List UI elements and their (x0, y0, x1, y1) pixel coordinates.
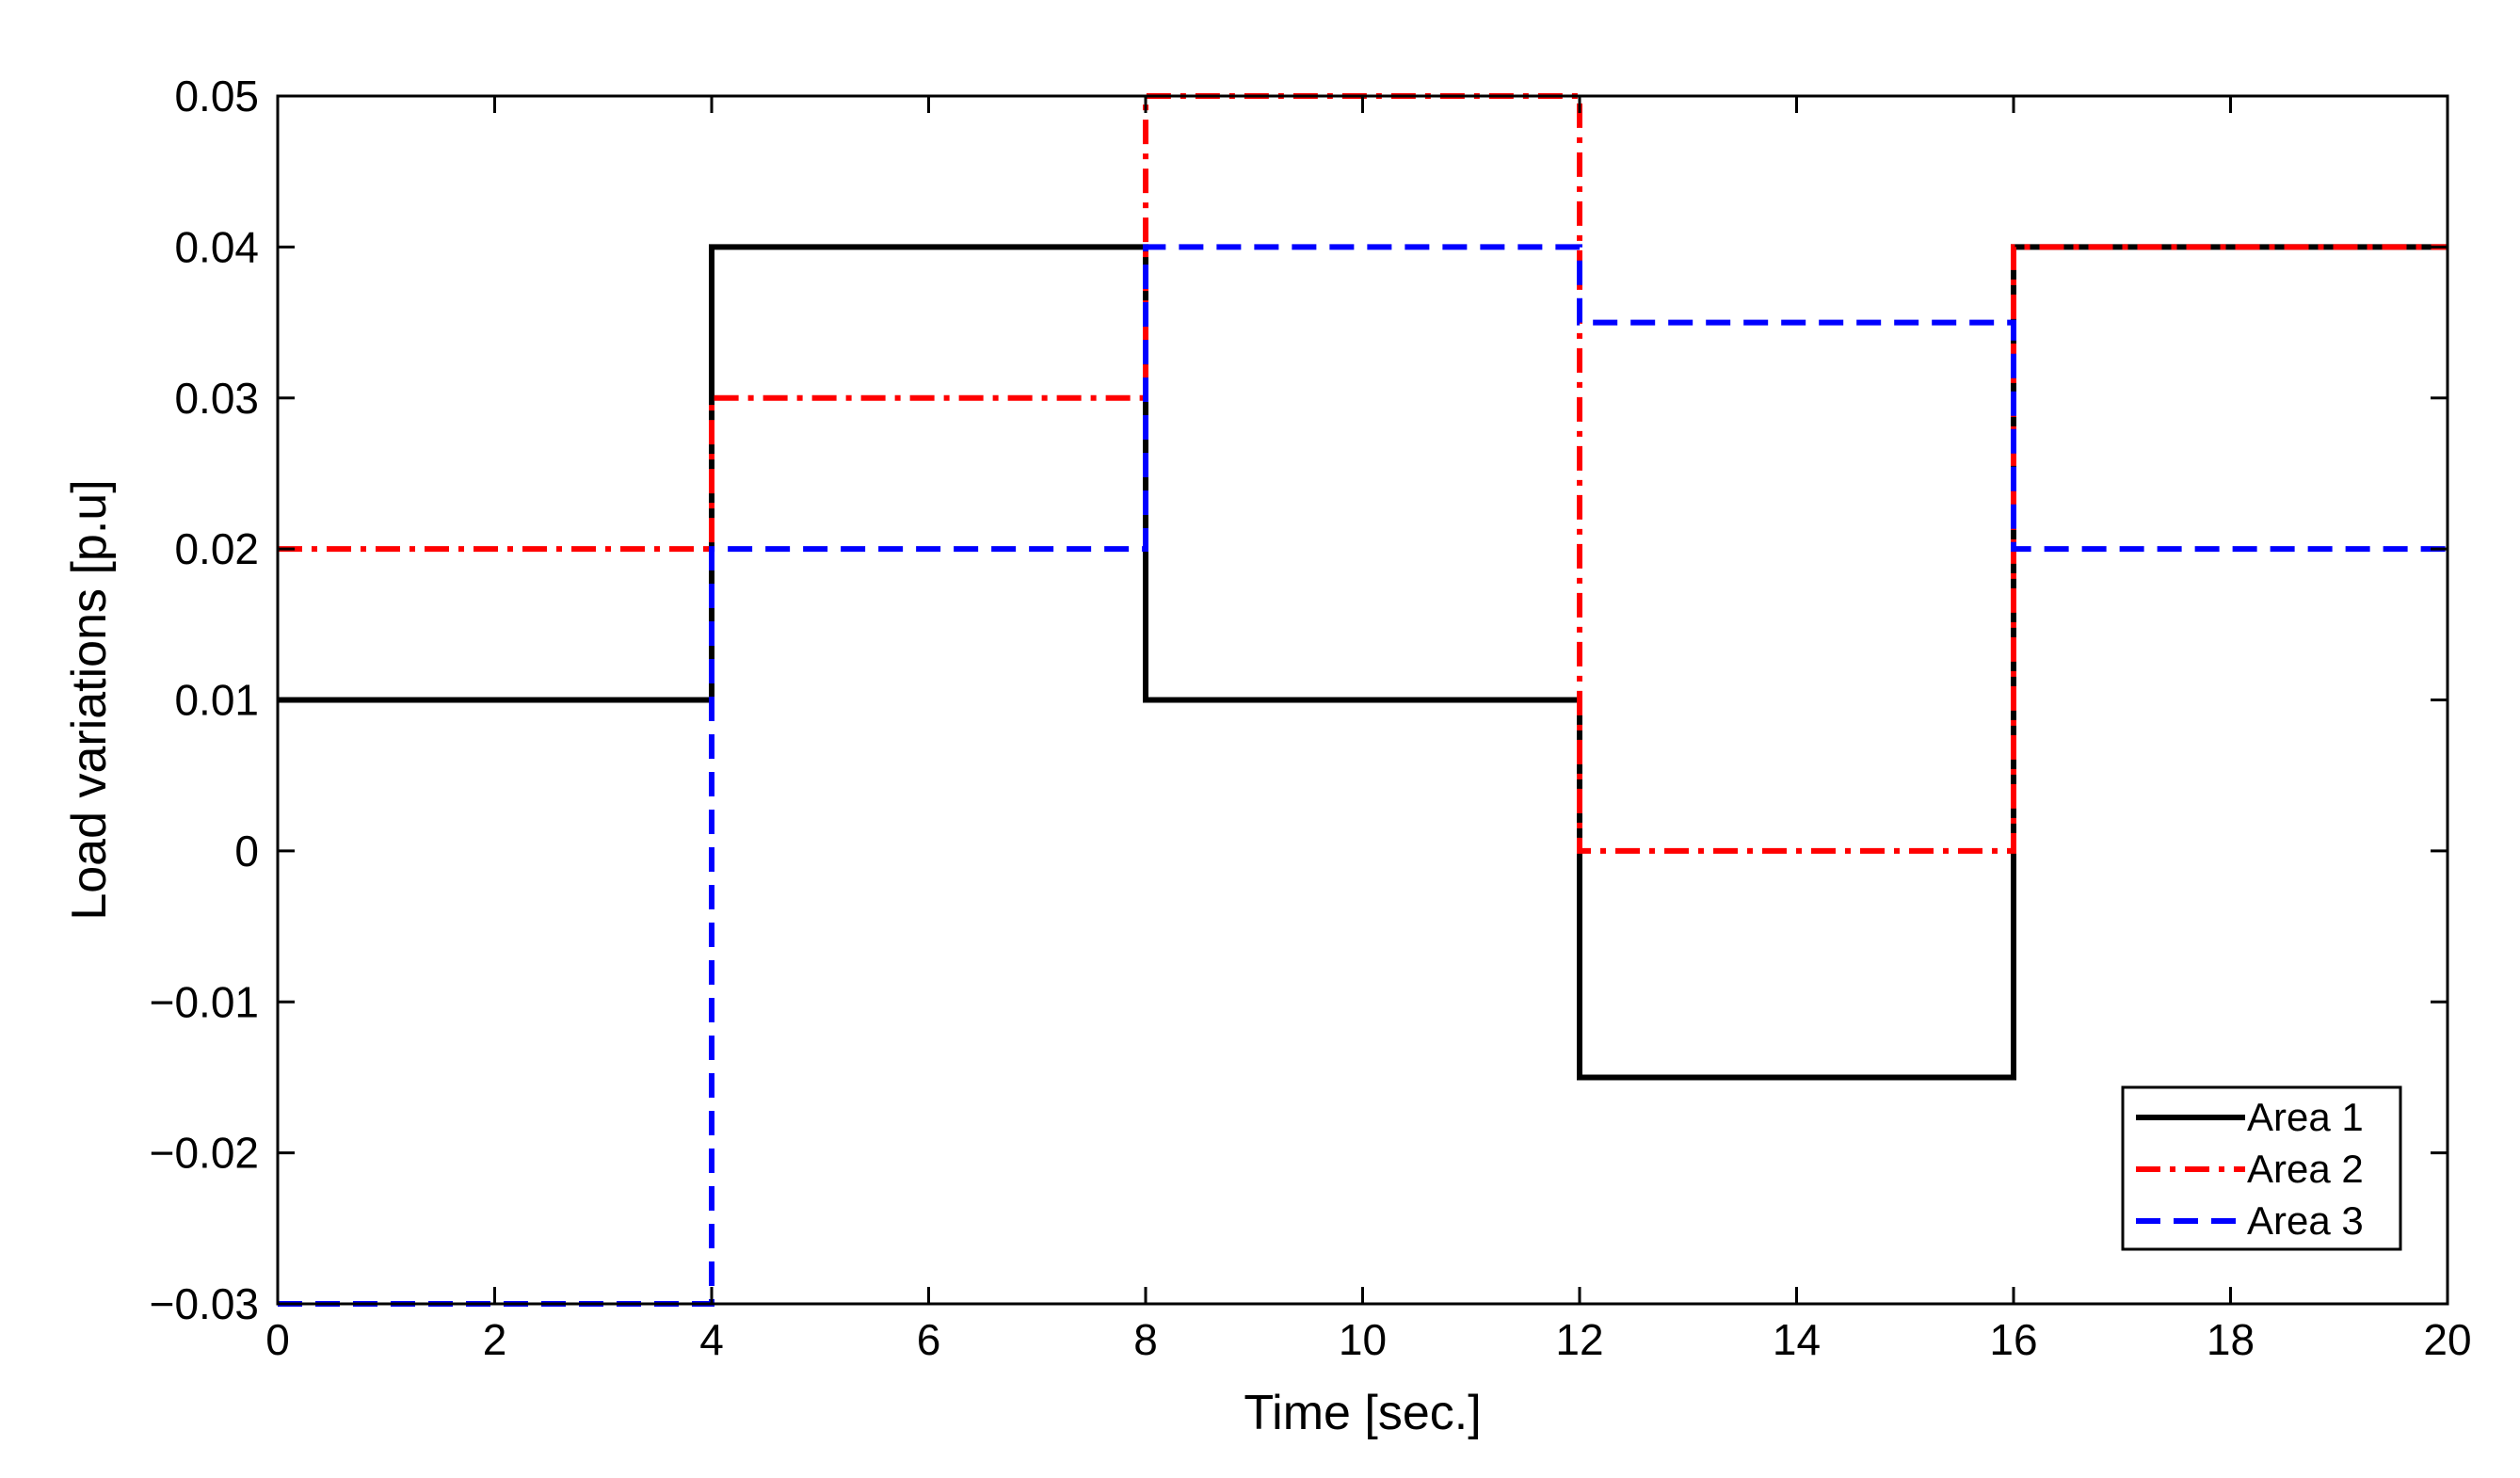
y-tick-label: −0.02 (150, 1129, 259, 1178)
y-tick-label: 0.01 (174, 676, 259, 725)
legend-label-area-3: Area 3 (2247, 1198, 2364, 1243)
ticks-layer (276, 94, 2449, 1306)
x-tick-label: 14 (1773, 1315, 1821, 1364)
y-tick-label: 0.03 (174, 374, 259, 423)
y-axis-title: Load variations [p.u] (62, 479, 117, 920)
y-tick-label: −0.01 (150, 977, 259, 1026)
legend-label-area-1: Area 1 (2247, 1095, 2364, 1139)
x-axis-title: Time [sec.] (1244, 1386, 1481, 1440)
series-line-area-3 (278, 244, 2448, 1307)
x-tick-label: 12 (1555, 1315, 1603, 1364)
legend: Area 1 Area 2 Area 3 (2121, 1085, 2402, 1251)
x-tick-label: 2 (483, 1315, 507, 1364)
y-tick-label: 0.02 (174, 524, 259, 573)
x-tick-label: 0 (265, 1315, 290, 1364)
legend-label-area-2: Area 2 (2247, 1147, 2364, 1191)
x-tick-label: 4 (699, 1315, 724, 1364)
tick-labels-layer: 0 2 4 6 8 10 12 14 16 18 20 −0.03 −0.02 −0.01 0 0.01 0.0… (150, 72, 2472, 1364)
x-tick-label: 16 (1989, 1315, 2037, 1364)
x-tick-label: 18 (2207, 1315, 2255, 1364)
y-tick-label: 0 (234, 827, 259, 876)
y-tick-label: −0.03 (150, 1279, 259, 1328)
y-tick-label: 0.05 (174, 72, 259, 120)
x-tick-label: 10 (1339, 1315, 1387, 1364)
y-tick-label: 0.04 (174, 222, 259, 271)
x-tick-label: 8 (1133, 1315, 1158, 1364)
x-tick-label: 20 (2423, 1315, 2471, 1364)
x-tick-label: 6 (917, 1315, 941, 1364)
legend-box (2121, 1085, 2402, 1251)
